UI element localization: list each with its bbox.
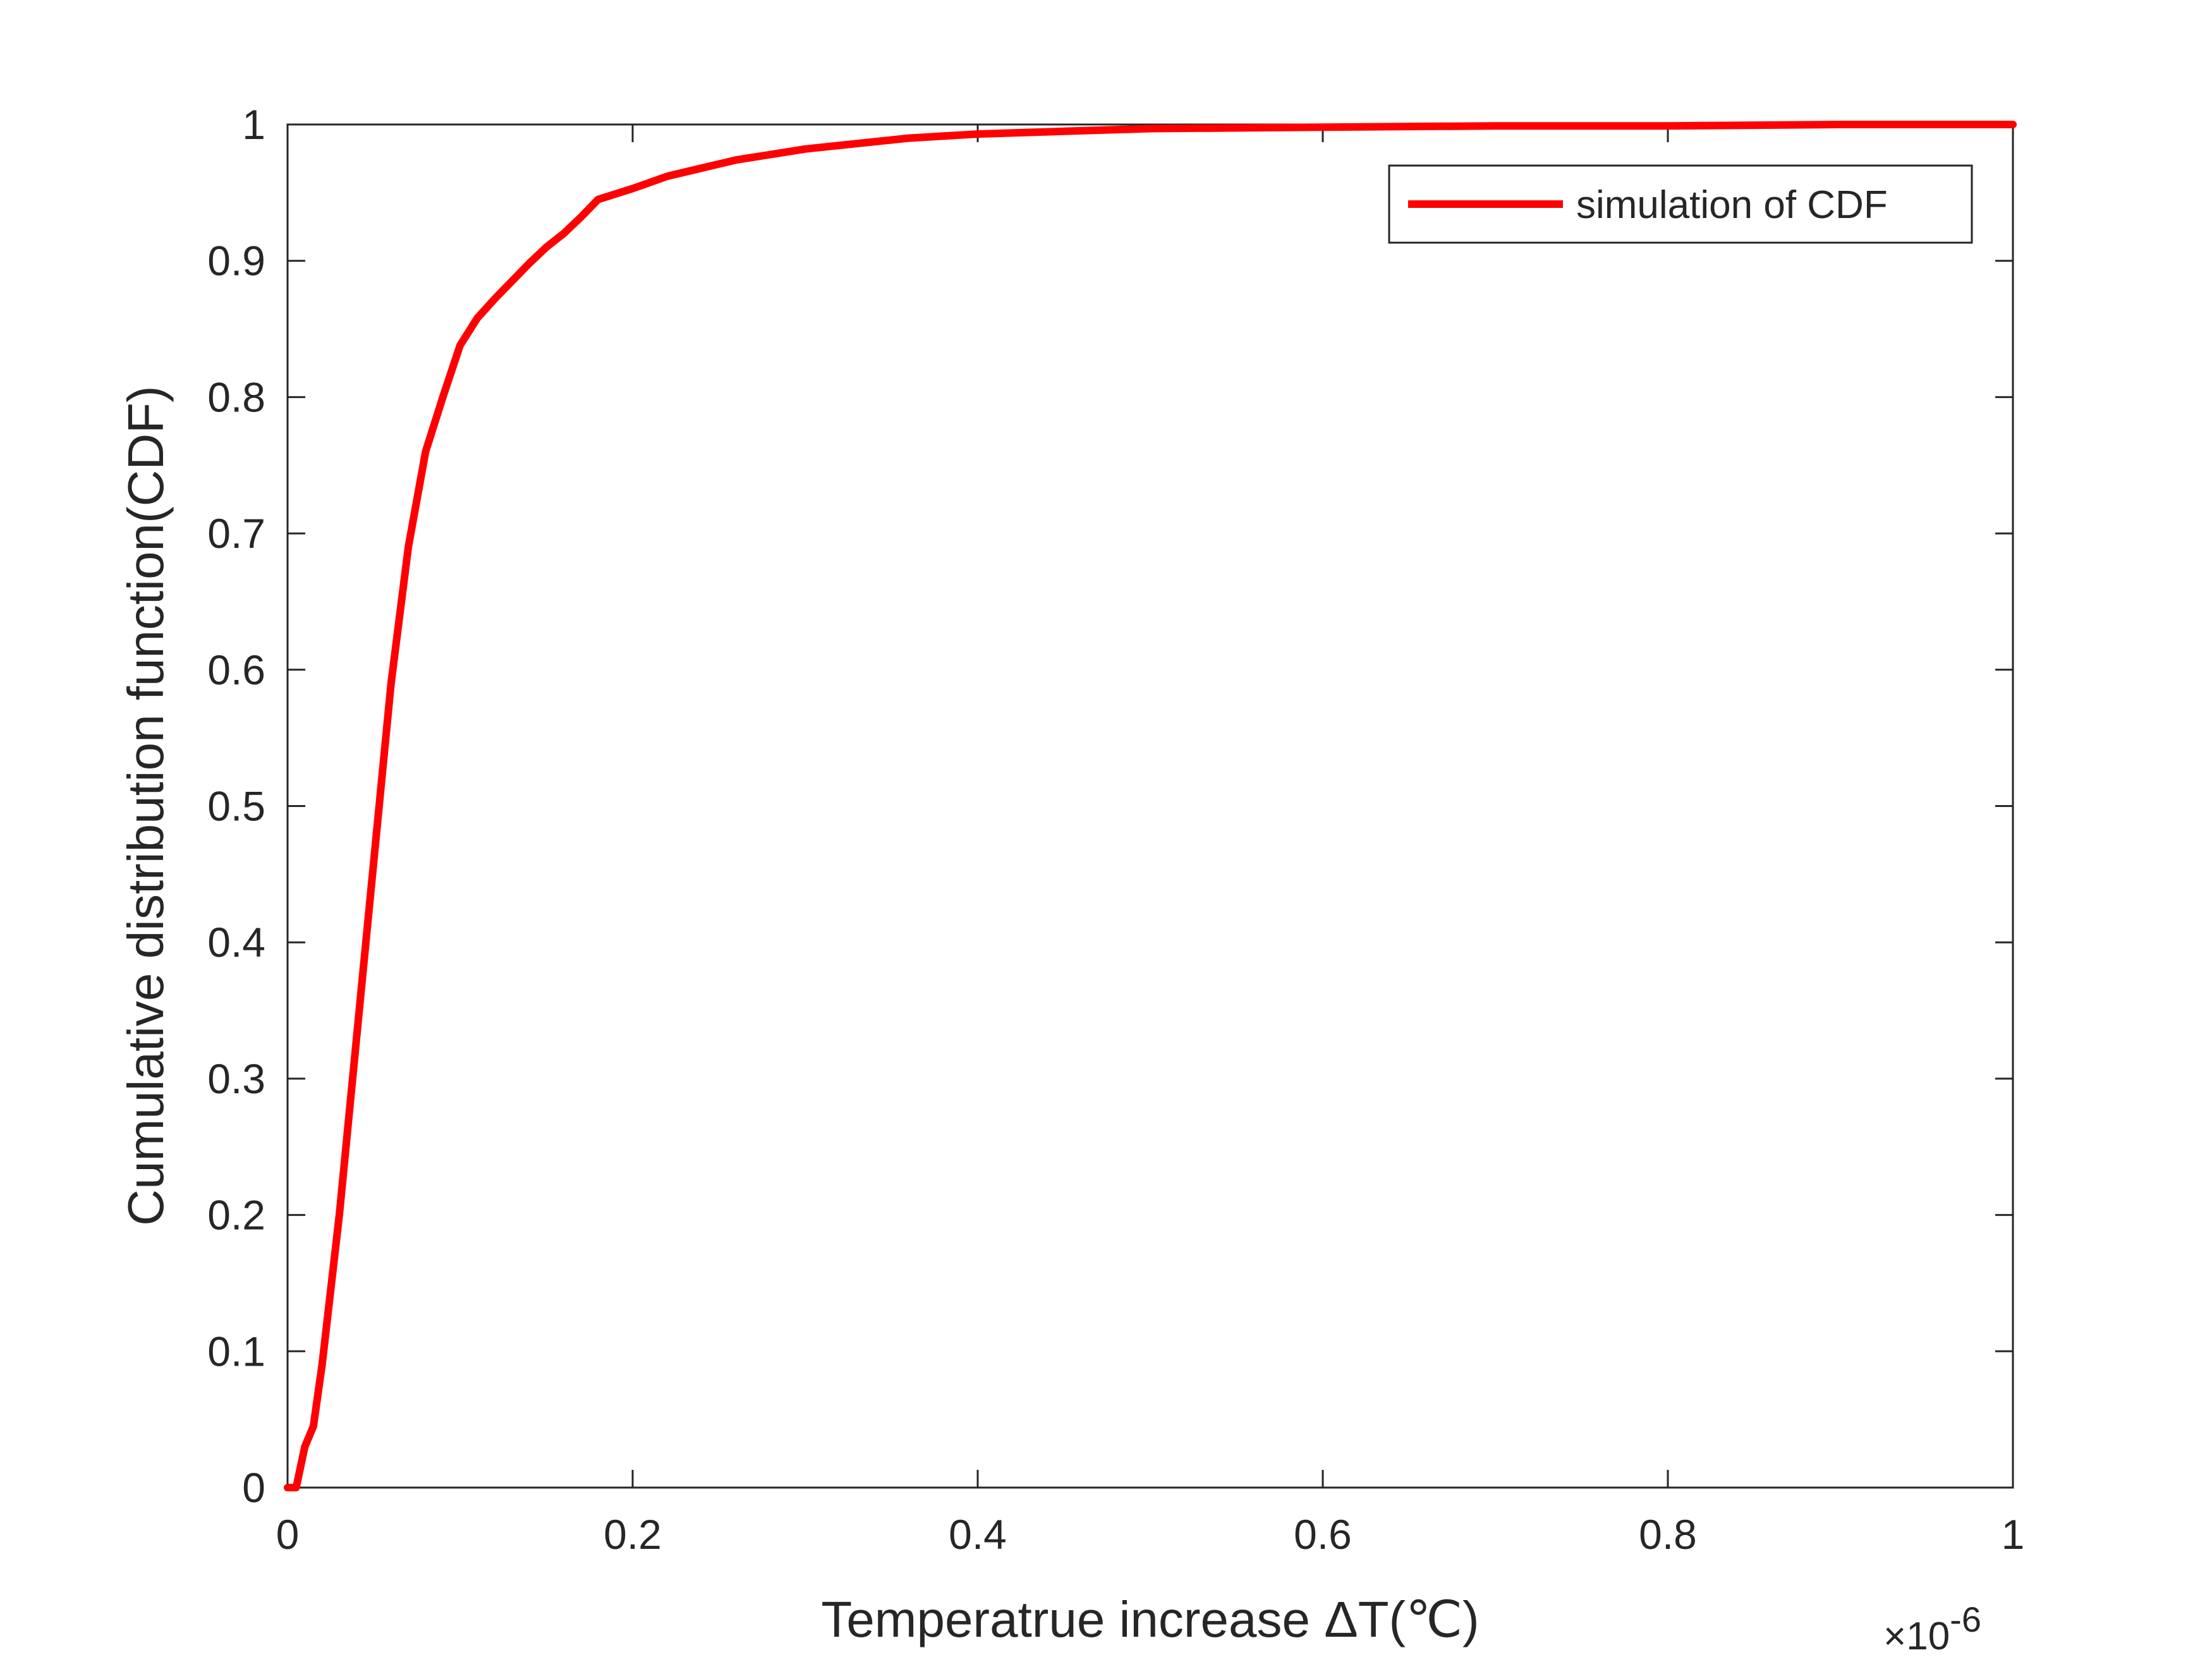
x-tick-label: 0.2 bbox=[604, 1511, 662, 1558]
x-tick-label: 0.4 bbox=[949, 1511, 1007, 1558]
y-tick-label: 0.4 bbox=[207, 919, 265, 966]
x-tick-label: 1 bbox=[2002, 1511, 2025, 1558]
x-axis-exponent-power: -6 bbox=[1950, 1599, 1981, 1639]
y-tick-label: 0.9 bbox=[207, 238, 265, 284]
y-tick-label: 0.2 bbox=[207, 1192, 265, 1239]
series-layer bbox=[284, 121, 2017, 1491]
y-tick-label: 0.8 bbox=[207, 373, 265, 420]
y-tick-label: 0.6 bbox=[207, 646, 265, 693]
y-tick-label: 0 bbox=[242, 1464, 265, 1511]
y-tick-label: 1 bbox=[242, 101, 265, 148]
y-tick-label: 0.7 bbox=[207, 510, 265, 557]
x-tick-label: 0.6 bbox=[1294, 1511, 1352, 1558]
x-tick-label: 0.8 bbox=[1639, 1511, 1697, 1558]
legend: simulation of CDF bbox=[1388, 164, 1973, 244]
x-axis-label: Temperatrue increase ΔT(℃) bbox=[821, 1591, 1479, 1647]
y-tick-label: 0.5 bbox=[207, 783, 265, 830]
y-tick-label: 0.3 bbox=[207, 1055, 265, 1102]
plot-area bbox=[286, 123, 2014, 1489]
x-axis-exponent: ×10-6 bbox=[1883, 1599, 1981, 1658]
legend-label-simulation-of-cdf: simulation of CDF bbox=[1576, 183, 1888, 227]
x-axis-ticks: 0 0.2 0.4 0.6 0.8 1 bbox=[276, 124, 2025, 1558]
x-tick-label: 0 bbox=[276, 1511, 300, 1558]
y-tick-label: 0.1 bbox=[207, 1328, 265, 1374]
x-axis-exponent-base: ×10 bbox=[1883, 1615, 1950, 1658]
y-axis-label: Cumulative distribution function(CDF) bbox=[118, 385, 174, 1225]
y-axis-ticks: 0 0.1 0.2 0.3 0.4 0.5 0.6 0.7 0.8 0.9 1 bbox=[207, 101, 2013, 1511]
series-line-simulation-of-cdf bbox=[284, 121, 2017, 1491]
